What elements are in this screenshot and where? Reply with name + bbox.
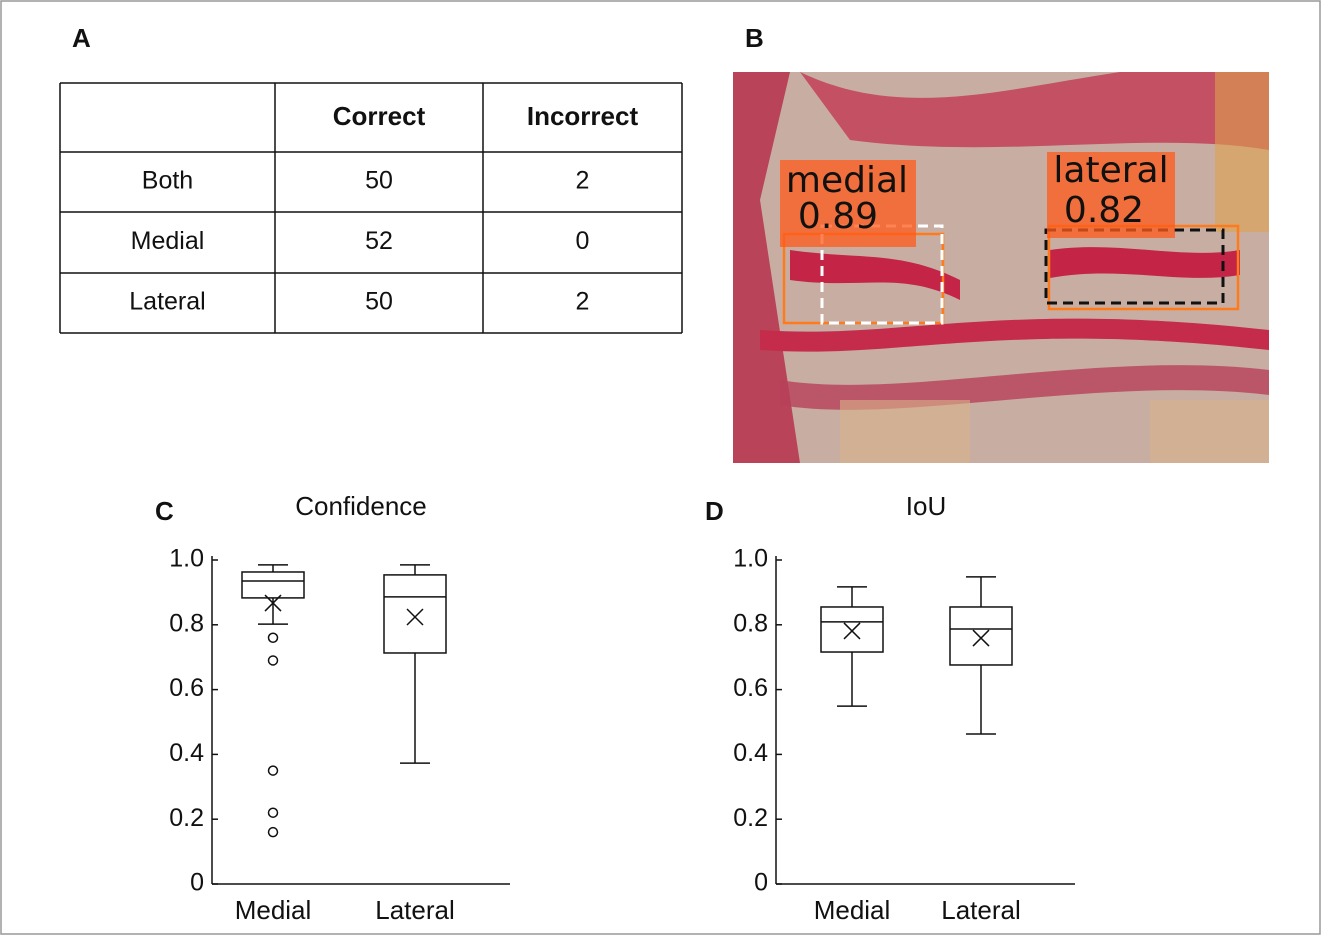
table-cell: 50	[365, 288, 393, 316]
y-tick-label: 0.2	[733, 804, 768, 832]
y-tick-label: 0	[754, 869, 768, 897]
y-tick-label: 0.6	[733, 674, 768, 702]
table-cell: 2	[576, 288, 590, 316]
x-tick-label: Lateral	[941, 895, 1021, 925]
x-tick-label: Medial	[235, 895, 312, 925]
column-header: Correct	[333, 101, 426, 131]
y-tick-label: 0.4	[169, 739, 204, 767]
detection-label: medial	[786, 160, 908, 201]
x-tick-label: Lateral	[375, 895, 455, 925]
detection-score: 0.89	[798, 196, 878, 237]
panel-letter: C	[155, 496, 174, 526]
chart-title: Confidence	[295, 491, 427, 521]
y-tick-label: 0.6	[169, 674, 204, 702]
table-cell: 50	[365, 167, 393, 195]
tissue-image	[733, 72, 1269, 463]
panel-letter: B	[745, 23, 764, 53]
table-cell: 0	[576, 227, 590, 255]
y-tick-label: 0	[190, 869, 204, 897]
table-cell: Lateral	[129, 288, 205, 316]
table-cell: Both	[142, 167, 193, 195]
column-header: Incorrect	[527, 101, 639, 131]
table-cell: 2	[576, 167, 590, 195]
y-tick-label: 1.0	[169, 545, 204, 573]
y-tick-label: 0.8	[169, 609, 204, 637]
x-tick-label: Medial	[814, 895, 891, 925]
panel-letter: A	[72, 23, 91, 53]
y-tick-label: 0.4	[733, 739, 768, 767]
y-tick-label: 0.8	[733, 609, 768, 637]
detection-label: lateral	[1053, 150, 1168, 191]
table-cell: Medial	[131, 227, 205, 255]
chart-title: IoU	[906, 491, 946, 521]
y-tick-label: 0.2	[169, 804, 204, 832]
y-tick-label: 1.0	[733, 545, 768, 573]
figure: A B C D Correct Incorrect Both 50 2 Medial 52 0 Late…	[0, 0, 1321, 935]
panel-letter: D	[705, 496, 724, 526]
table-cell: 52	[365, 227, 393, 255]
detection-score: 0.82	[1064, 190, 1144, 231]
